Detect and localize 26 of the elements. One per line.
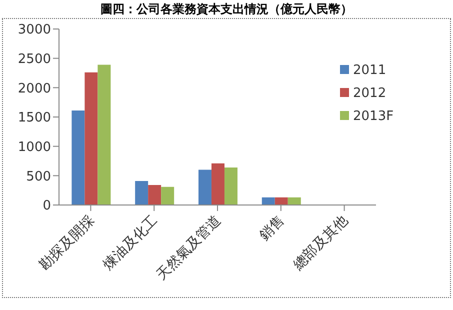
x-tick-label: 銷售: [256, 212, 288, 244]
y-tick-label: 2000: [18, 81, 51, 96]
bar: [148, 185, 162, 205]
x-tick-label: 勘探及開採: [36, 212, 98, 274]
x-tick-label: 總部及其他: [290, 212, 352, 274]
bar: [72, 110, 85, 205]
legend-label: 2011: [353, 63, 386, 78]
chart-title: 圖四：公司各業務資本支出情況（億元人民幣）: [100, 1, 354, 18]
y-tick-label: 1000: [18, 140, 51, 155]
y-tick-label: 0: [42, 198, 51, 214]
bar: [161, 186, 174, 205]
y-tick-label: 1500: [18, 110, 51, 126]
bar: [288, 197, 301, 205]
y-tick-label: 3000: [18, 22, 51, 38]
legend-label: 2013F: [353, 109, 394, 124]
bar: [198, 170, 212, 205]
bar: [224, 167, 238, 205]
legend-label: 2012: [353, 86, 386, 101]
bar: [98, 64, 111, 205]
bar: [274, 197, 288, 205]
bar: [84, 72, 98, 205]
bar: [135, 180, 148, 205]
bar: [262, 197, 275, 205]
y-tick-label: 500: [26, 169, 51, 184]
y-tick-label: 2500: [18, 52, 51, 67]
bar: [211, 163, 224, 205]
